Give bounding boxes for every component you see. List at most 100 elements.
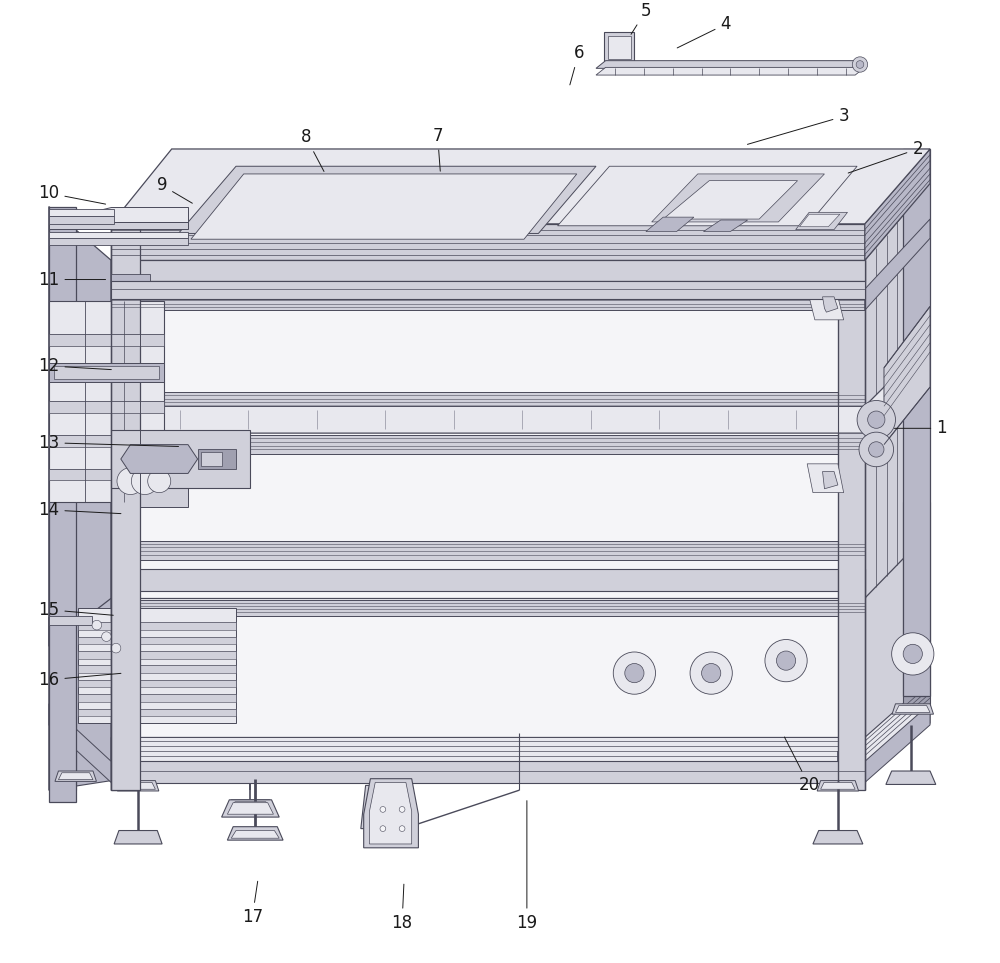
Polygon shape [865, 704, 930, 783]
Circle shape [892, 633, 934, 675]
Circle shape [117, 468, 144, 495]
Circle shape [859, 432, 894, 467]
Text: 4: 4 [677, 15, 731, 48]
Polygon shape [49, 207, 188, 221]
Polygon shape [201, 453, 222, 466]
Circle shape [625, 664, 644, 683]
Polygon shape [191, 174, 577, 239]
Polygon shape [111, 435, 865, 455]
Polygon shape [231, 802, 270, 810]
Polygon shape [813, 830, 863, 844]
Polygon shape [865, 219, 930, 310]
Polygon shape [111, 281, 865, 299]
Polygon shape [49, 704, 111, 783]
Polygon shape [111, 762, 865, 783]
Polygon shape [117, 781, 159, 791]
Circle shape [399, 825, 405, 831]
Polygon shape [821, 782, 855, 790]
Circle shape [131, 468, 158, 495]
Polygon shape [78, 680, 236, 688]
Polygon shape [121, 445, 198, 474]
Polygon shape [596, 61, 865, 68]
Polygon shape [49, 569, 111, 791]
Polygon shape [78, 694, 236, 702]
Polygon shape [55, 771, 96, 781]
Polygon shape [807, 289, 844, 320]
Polygon shape [111, 223, 865, 260]
Polygon shape [799, 214, 840, 226]
Polygon shape [231, 830, 279, 838]
Polygon shape [49, 207, 76, 802]
Text: 14: 14 [38, 501, 121, 519]
Polygon shape [823, 472, 838, 489]
Polygon shape [49, 435, 164, 447]
Circle shape [765, 639, 807, 682]
Polygon shape [892, 704, 934, 715]
Circle shape [102, 632, 111, 641]
Polygon shape [364, 779, 418, 847]
Circle shape [852, 57, 868, 72]
Polygon shape [49, 368, 164, 379]
Text: 15: 15 [38, 601, 113, 619]
Polygon shape [49, 469, 164, 481]
Polygon shape [807, 464, 844, 493]
Polygon shape [49, 615, 92, 625]
Circle shape [380, 807, 386, 813]
Polygon shape [49, 363, 164, 382]
Polygon shape [884, 306, 930, 445]
Polygon shape [78, 665, 236, 673]
Polygon shape [121, 782, 155, 790]
Polygon shape [596, 67, 865, 75]
Polygon shape [78, 608, 236, 723]
Polygon shape [111, 569, 865, 781]
Polygon shape [49, 617, 76, 791]
Text: 8: 8 [301, 128, 324, 171]
Polygon shape [652, 174, 824, 221]
Polygon shape [796, 212, 847, 229]
Circle shape [903, 644, 922, 664]
Polygon shape [886, 771, 936, 785]
Polygon shape [111, 289, 865, 310]
Polygon shape [78, 637, 236, 644]
Circle shape [776, 651, 796, 670]
Polygon shape [78, 651, 236, 659]
Polygon shape [704, 220, 748, 231]
Circle shape [111, 643, 121, 653]
Polygon shape [608, 36, 631, 59]
Text: 2: 2 [848, 140, 923, 173]
Polygon shape [49, 334, 164, 346]
Polygon shape [111, 600, 865, 615]
Polygon shape [865, 149, 930, 260]
Polygon shape [49, 216, 114, 223]
Text: 20: 20 [784, 737, 820, 794]
Polygon shape [111, 260, 865, 598]
Polygon shape [111, 260, 865, 281]
Text: 1: 1 [894, 419, 947, 437]
Polygon shape [198, 450, 236, 469]
Polygon shape [111, 392, 865, 411]
Text: 11: 11 [38, 271, 106, 289]
Polygon shape [111, 341, 930, 433]
Polygon shape [367, 791, 396, 823]
Polygon shape [49, 207, 111, 646]
Polygon shape [49, 221, 188, 228]
Polygon shape [111, 273, 150, 286]
Polygon shape [111, 569, 865, 590]
Polygon shape [49, 231, 188, 238]
Polygon shape [361, 786, 404, 828]
Circle shape [857, 401, 895, 439]
Polygon shape [111, 455, 188, 508]
Polygon shape [111, 260, 138, 791]
Polygon shape [54, 366, 159, 379]
Polygon shape [227, 800, 273, 812]
Circle shape [702, 664, 721, 683]
Polygon shape [111, 680, 930, 781]
Polygon shape [111, 287, 147, 293]
Polygon shape [895, 706, 930, 713]
Circle shape [148, 470, 171, 493]
Polygon shape [222, 800, 279, 817]
Circle shape [399, 807, 405, 813]
Text: 12: 12 [38, 357, 111, 375]
Polygon shape [227, 803, 273, 814]
Text: 6: 6 [570, 44, 584, 85]
